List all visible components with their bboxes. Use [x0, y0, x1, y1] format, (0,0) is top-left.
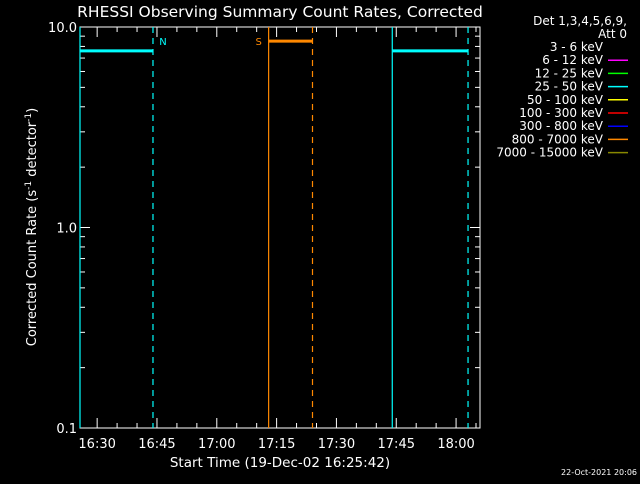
y-axis-label: Corrected Count Rate (s-1 detector-1): [24, 108, 40, 346]
x-tick-label: 17:15: [258, 437, 295, 452]
legend-entry-label: 3 - 6 keV: [550, 40, 604, 54]
legend-entry-label: 12 - 25 keV: [535, 66, 604, 80]
x-tick-label: 18:00: [437, 437, 474, 452]
x-axis-label: Start Time (19-Dec-02 16:25:42): [170, 455, 390, 471]
legend-entry-label: 50 - 100 keV: [527, 93, 604, 107]
x-tick-label: 16:30: [78, 437, 115, 452]
y-tick-label: 0.1: [56, 422, 77, 437]
legend-entry-label: 7000 - 15000 keV: [496, 146, 603, 160]
legend-header-line1: Det 1,3,4,5,6,9,: [533, 14, 627, 28]
marker-label: N: [159, 37, 166, 48]
x-tick-label: 17:45: [378, 437, 415, 452]
legend-header-line2: Att 0: [598, 27, 627, 41]
legend-entry-label: 300 - 800 keV: [519, 119, 603, 133]
x-tick-label: 17:00: [198, 437, 235, 452]
y-tick-label: 10.0: [48, 21, 77, 36]
y-axis-ticks: 10.0 1.0 0.1: [48, 21, 480, 437]
y-tick-label: 1.0: [56, 222, 77, 237]
legend-entry-label: 800 - 7000 keV: [512, 132, 604, 146]
x-axis-ticks: 16:30 16:45 17:00 17:15 17:30 17:45 18:00: [78, 27, 477, 452]
legend-entry-label: 6 - 12 keV: [542, 53, 604, 67]
footer-timestamp: 22-Oct-2021 20:06: [561, 468, 637, 477]
x-tick-label: 17:30: [318, 437, 355, 452]
x-tick-label: 16:45: [138, 437, 175, 452]
legend-entry-label: 25 - 50 keV: [535, 80, 604, 94]
chart-title: RHESSI Observing Summary Count Rates, Co…: [77, 3, 483, 21]
marker-label: S: [255, 37, 261, 48]
legend-entry-label: 100 - 300 keV: [519, 106, 603, 120]
